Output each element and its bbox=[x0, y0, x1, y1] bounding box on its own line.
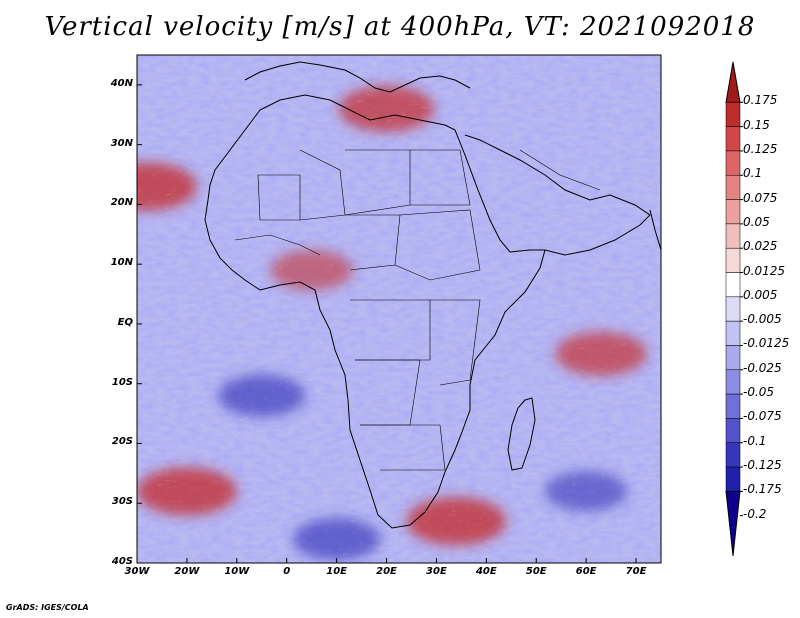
colorbar-max-triangle bbox=[725, 61, 741, 103]
lat-tick-label: 10N bbox=[110, 257, 133, 269]
lat-tick-label: 30N bbox=[110, 137, 133, 149]
colorbar-label: 0.125 bbox=[743, 141, 778, 156]
arabia-coastline bbox=[464, 134, 651, 256]
lat-tick-label: EQ bbox=[117, 316, 133, 328]
lat-tick-label: 20N bbox=[110, 197, 133, 209]
colorbar-segment bbox=[725, 466, 741, 492]
lon-tick-label: 10E bbox=[326, 566, 347, 577]
colorbar-label: -0.1 bbox=[743, 433, 767, 448]
lon-tick-label: 20W bbox=[174, 566, 200, 577]
coastlines bbox=[204, 61, 661, 529]
map-frame bbox=[136, 54, 662, 564]
colorbar-segment bbox=[725, 102, 741, 127]
colorbar-label: -0.05 bbox=[743, 385, 775, 400]
colorbar-segment bbox=[725, 442, 741, 468]
colorbar-segment bbox=[725, 150, 741, 176]
colorbar-label: -0.025 bbox=[743, 360, 782, 375]
map-field bbox=[137, 55, 661, 563]
lon-tick-label: 50E bbox=[525, 566, 547, 577]
lon-tick-label: 70E bbox=[625, 566, 647, 577]
field-texture-red bbox=[137, 55, 661, 563]
lon-tick-label: 40E bbox=[475, 566, 497, 577]
lat-tick-label: 30S bbox=[111, 496, 133, 508]
colorbar-label: 0.0125 bbox=[743, 263, 785, 278]
colorbar-segment bbox=[725, 126, 741, 152]
lon-tick-label: 0 bbox=[283, 566, 291, 577]
colorbar-segment bbox=[725, 320, 741, 346]
colorbar-segment bbox=[725, 369, 741, 395]
colorbar-segment bbox=[725, 223, 741, 249]
colorbar-label: 0.005 bbox=[743, 287, 778, 302]
colorbar-label: 0.1 bbox=[743, 166, 763, 181]
lat-tick-label: 40S bbox=[111, 556, 133, 567]
colorbar-label: 0.025 bbox=[743, 239, 778, 254]
europe-coastline bbox=[244, 61, 471, 93]
map-title: Vertical velocity [m/s] at 400hPa, VT: 2… bbox=[44, 12, 756, 42]
colorbar-label: -0.2 bbox=[743, 506, 767, 521]
lat-tick-label: 10S bbox=[111, 376, 133, 388]
africa-coastline bbox=[204, 94, 546, 529]
colorbar-label: 0.075 bbox=[743, 190, 778, 205]
lat-tick-label: 20S bbox=[111, 436, 133, 448]
colorbar-segment bbox=[725, 418, 741, 443]
colorbar-segment bbox=[725, 393, 741, 419]
colorbar-min-triangle bbox=[725, 490, 741, 557]
lon-tick-label: 20E bbox=[376, 566, 397, 577]
lat-tick-label: 40N bbox=[110, 77, 133, 89]
colorbar-segment bbox=[725, 247, 741, 273]
colorbar-label: -0.0125 bbox=[743, 336, 790, 351]
colorbar-label: -0.005 bbox=[743, 312, 782, 327]
colorbar-segment bbox=[725, 296, 741, 322]
colorbar-label: 0.05 bbox=[743, 214, 770, 229]
country-borders bbox=[234, 149, 601, 471]
colorbar-label: -0.075 bbox=[743, 409, 782, 424]
madagascar-coastline bbox=[507, 397, 536, 471]
axis-ticks bbox=[136, 84, 637, 564]
colorbar-label: 0.15 bbox=[743, 117, 770, 132]
lon-tick-label: 30E bbox=[426, 566, 447, 577]
lon-tick-label: 10W bbox=[224, 566, 250, 577]
colorbar-segment bbox=[725, 272, 741, 298]
colorbar-label: 0.175 bbox=[743, 93, 778, 108]
lon-tick-label: 30W bbox=[124, 566, 150, 577]
colorbar-label: -0.125 bbox=[743, 458, 782, 473]
colorbar bbox=[725, 61, 743, 557]
colorbar-label: -0.175 bbox=[743, 482, 782, 497]
india-coastline bbox=[649, 209, 661, 251]
lon-tick-label: 60E bbox=[575, 566, 597, 577]
grads-credit: GrADS: IGES/COLA bbox=[6, 603, 89, 612]
colorbar-segment bbox=[725, 175, 741, 200]
colorbar-segment bbox=[725, 199, 741, 225]
colorbar-segment bbox=[725, 345, 741, 371]
